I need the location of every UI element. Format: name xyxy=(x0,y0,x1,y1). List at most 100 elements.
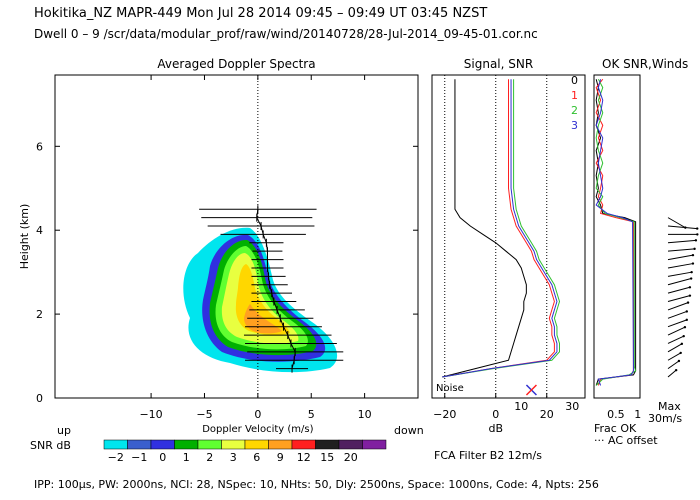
colorbar-swatch xyxy=(174,439,199,450)
colorbar-tick-label: 0 xyxy=(159,451,166,464)
noise-label: Noise xyxy=(436,383,464,394)
wind-barb xyxy=(667,335,684,344)
colorbar-swatch xyxy=(315,439,340,450)
spectra-x-tick-label: 5 xyxy=(308,408,315,421)
snr-x-tick-label-upper: 10 xyxy=(514,400,528,413)
noise-marker xyxy=(525,384,537,396)
snr-legend-0: 0 xyxy=(571,74,578,87)
colorbar-label: SNR dB xyxy=(30,439,71,452)
spectra-x-tick-label: −10 xyxy=(139,408,162,421)
wind-barb xyxy=(667,263,694,269)
wind-barb-head xyxy=(679,351,682,355)
wind-barb xyxy=(667,217,686,229)
wind-barb xyxy=(667,326,686,336)
snr-legend-3: 3 xyxy=(571,119,578,132)
colorbar-tick-label: 12 xyxy=(297,451,311,464)
spectra-y-tick-label: 4 xyxy=(36,224,43,237)
colorbar-swatch xyxy=(362,439,387,450)
colorbar-swatch xyxy=(338,439,363,450)
snr-series-2 xyxy=(442,79,561,378)
colorbar-swatch xyxy=(197,439,222,450)
colorbar-swatch xyxy=(244,439,269,450)
wind-barb xyxy=(667,278,692,286)
snr-x-label: dB xyxy=(488,422,503,435)
wind-barb-head xyxy=(684,226,687,229)
colorbar-tick-label: 2 xyxy=(206,451,213,464)
snr-x-tick-label: 0 xyxy=(492,408,499,421)
spectra-x-tick-label: 0 xyxy=(254,408,261,421)
ok-x-label: Frac OK xyxy=(594,422,637,435)
spectra-x-tick-label: 10 xyxy=(358,408,372,421)
colorbar-tick-label: 6 xyxy=(253,451,260,464)
ok-series-1 xyxy=(595,78,634,386)
wind-barb-head xyxy=(691,262,695,265)
wind-barb-head xyxy=(686,301,690,304)
wind-barb xyxy=(667,319,687,328)
wind-barb xyxy=(667,310,687,319)
wind-barb-head xyxy=(677,359,681,363)
ok-x-tick-label: 1 xyxy=(634,408,641,421)
wind-barb xyxy=(667,286,691,294)
snr-series-1 xyxy=(442,79,555,378)
wind-barb-head xyxy=(674,368,678,372)
snr-x-tick-label: 20 xyxy=(540,408,554,421)
header-dwell-line: Dwell 0 – 9 /scr/data/modular_prof/raw/w… xyxy=(34,27,538,41)
wind-barb-head xyxy=(685,318,688,322)
colorbar-swatch xyxy=(103,439,128,450)
spectra-y-tick-label: 2 xyxy=(36,308,43,321)
colorbar-tick-label: 20 xyxy=(344,451,358,464)
wind-barb-head xyxy=(689,277,693,280)
wind-barb-head xyxy=(685,310,688,313)
colorbar-swatch xyxy=(150,439,175,450)
colorbar-tick-label: −2 xyxy=(108,451,124,464)
colorbar-tick-label: 9 xyxy=(277,451,284,464)
spectra-y-tick-label: 6 xyxy=(36,140,43,153)
wind-barb xyxy=(667,302,689,311)
ok-frame xyxy=(593,74,641,399)
spectra-up-label: up xyxy=(57,424,71,437)
spectra-y-label: Height (km) xyxy=(18,204,31,270)
wind-barb-head xyxy=(693,247,696,251)
header-station-line: Hokitika_NZ MAPR-449 Mon Jul 28 2014 09:… xyxy=(34,6,488,21)
wind-barb xyxy=(667,352,681,361)
wind-barb-head xyxy=(696,227,699,230)
snr-series-3 xyxy=(442,79,558,378)
colorbar-swatch xyxy=(221,439,246,450)
wind-barb-head xyxy=(690,270,693,274)
snr-frame xyxy=(431,74,586,399)
colorbar-tick-label: −1 xyxy=(131,451,147,464)
wind-speed-label: 30m/s xyxy=(648,412,682,425)
wind-barb xyxy=(667,248,695,252)
wind-barb-head xyxy=(696,233,699,236)
wind-barb-head xyxy=(682,334,685,338)
spectra-x-tick-label: −5 xyxy=(196,408,212,421)
snr-x-tick-label: −20 xyxy=(433,408,456,421)
footer-params-line: IPP: 100μs, PW: 2000ns, NCI: 28, NSpec: … xyxy=(34,478,599,491)
snr-x-tick-label-upper: 30 xyxy=(565,400,579,413)
snr-legend-1: 1 xyxy=(571,89,578,102)
ok-title: OK SNR,Winds xyxy=(602,57,688,71)
snr-series-signal xyxy=(442,79,527,378)
wind-barb-head xyxy=(680,342,684,346)
ac-offset-label: ··· AC offset xyxy=(594,434,658,447)
colorbar-tick-label: 15 xyxy=(320,451,334,464)
spectra-title: Averaged Doppler Spectra xyxy=(157,57,315,71)
wind-barb-head xyxy=(688,286,692,289)
footer-filter-label: FCA Filter B2 12m/s xyxy=(434,449,542,462)
wind-max-label: Max xyxy=(658,400,681,413)
ok-series-3 xyxy=(595,79,634,386)
wind-barb xyxy=(667,271,692,277)
colorbar-swatch xyxy=(268,439,293,450)
spectra-down-label: down xyxy=(394,424,424,437)
wind-barb xyxy=(667,369,677,378)
snr-title: Signal, SNR xyxy=(464,57,533,71)
spectra-frame xyxy=(54,74,419,399)
wind-barb-head xyxy=(688,294,692,297)
wind-barb xyxy=(667,225,698,230)
colorbar-tick-label: 3 xyxy=(230,451,237,464)
wind-barb xyxy=(667,360,680,370)
spectra-y-tick-label: 0 xyxy=(36,392,43,405)
colorbar-tick-label: 1 xyxy=(183,451,190,464)
wind-barb-head xyxy=(694,239,698,242)
